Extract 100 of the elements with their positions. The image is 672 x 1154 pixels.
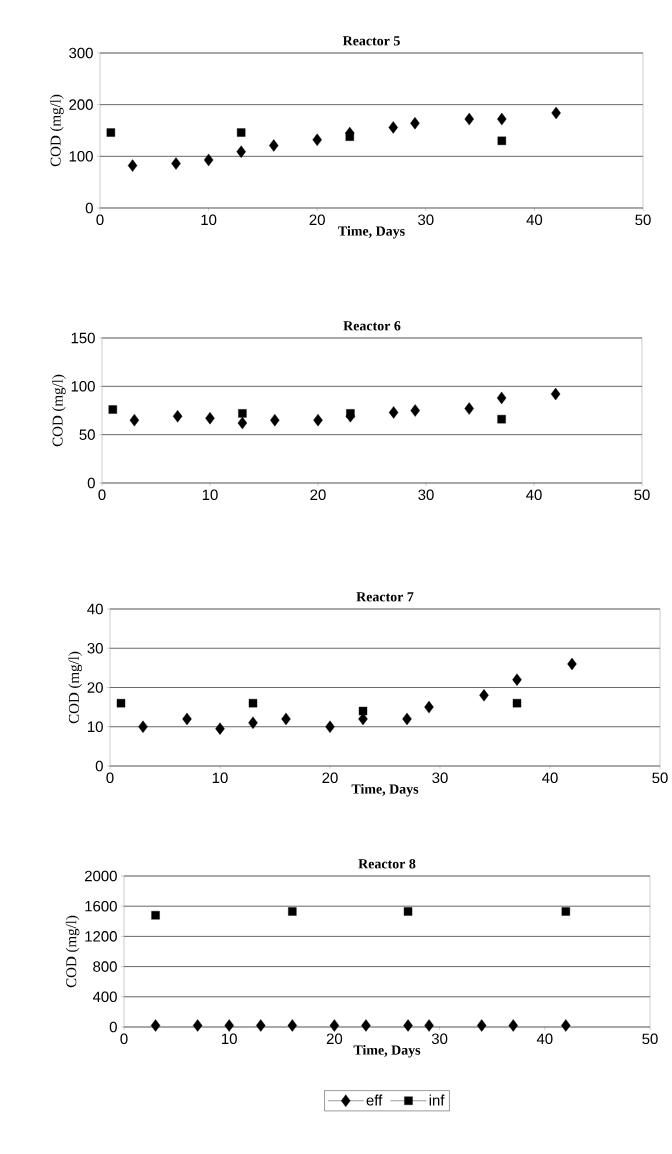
point [567, 657, 577, 671]
point [358, 706, 368, 716]
chart-title: Reactor 8 [358, 859, 416, 869]
point [248, 698, 258, 708]
y-tick-label: 40 [87, 603, 103, 615]
x-tick-label: 50 [634, 489, 650, 501]
point [345, 132, 354, 141]
point [203, 153, 214, 167]
point [129, 413, 140, 427]
point [512, 673, 522, 686]
point [215, 722, 225, 735]
y-tick-label: 20 [87, 682, 103, 693]
point [464, 402, 474, 415]
point [551, 106, 561, 120]
point [508, 1019, 518, 1032]
y-tick-label: 400 [92, 991, 117, 1003]
x-tick-label: 40 [542, 772, 558, 784]
x-tick-label: 50 [642, 1033, 658, 1045]
x-tick-label: 0 [120, 1033, 128, 1045]
point [403, 1019, 413, 1032]
point [496, 391, 507, 405]
x-tick-label: 20 [326, 1033, 343, 1045]
point [270, 413, 280, 427]
x-tick-label: 40 [536, 1033, 553, 1045]
legend-label: eff [366, 1094, 383, 1106]
y-tick-label: 300 [69, 47, 93, 59]
y-tick-label: 0 [87, 477, 95, 489]
point [288, 907, 297, 916]
y-tick-label: 2000 [84, 870, 117, 882]
x-tick-label: 10 [202, 489, 218, 501]
x-tick-label: 10 [222, 1033, 237, 1045]
point [497, 136, 507, 146]
point [325, 720, 335, 733]
point [497, 112, 507, 126]
x-tick-label: 50 [652, 772, 668, 784]
point [205, 412, 215, 425]
point [106, 128, 116, 137]
x-axis-title: Time, Days [353, 1044, 421, 1058]
point [287, 1019, 298, 1032]
x-tick-label: 20 [310, 489, 326, 501]
x-tick-label: 20 [322, 772, 338, 784]
point [497, 414, 506, 424]
x-tick-label: 30 [418, 489, 434, 501]
y-tick-label: 0 [95, 760, 103, 772]
point [151, 911, 160, 920]
point [236, 128, 246, 137]
chart-title: Reactor 6 [343, 321, 401, 331]
y-axis-title: COD (mg/l) [68, 651, 83, 724]
point [402, 712, 412, 726]
point [171, 157, 181, 170]
point [269, 139, 279, 152]
point [248, 716, 258, 730]
point [238, 409, 247, 418]
chart-title: Reactor 5 [342, 36, 400, 46]
x-axis-title: Time, Days [351, 783, 419, 797]
point [329, 1019, 340, 1032]
y-tick-label: 1600 [85, 900, 117, 912]
y-tick-label: 30 [87, 642, 103, 654]
y-tick-label: 10 [88, 721, 103, 733]
x-axis-title: Time, Days [338, 225, 405, 239]
point [512, 698, 522, 708]
y-tick-label: 0 [109, 1021, 117, 1033]
point [388, 121, 398, 134]
y-tick-label: 0 [85, 202, 93, 214]
y-tick-label: 1200 [85, 931, 117, 942]
point [127, 159, 138, 172]
point [256, 1019, 266, 1032]
y-tick-label: 50 [79, 429, 95, 440]
x-tick-label: 50 [635, 214, 651, 226]
point [561, 1019, 571, 1032]
y-tick-label: 100 [71, 381, 95, 392]
point [236, 145, 246, 158]
y-axis-title: COD (mg/l) [65, 915, 80, 988]
point [281, 712, 291, 726]
point [313, 413, 323, 427]
x-tick-label: 20 [309, 214, 325, 226]
x-tick-label: 30 [418, 214, 434, 226]
point [410, 117, 420, 130]
x-tick-label: 30 [431, 1033, 448, 1045]
point [150, 1019, 161, 1032]
point [138, 720, 148, 733]
y-tick-label: 200 [69, 99, 93, 110]
point [410, 404, 420, 417]
point [116, 698, 126, 708]
point [346, 409, 355, 418]
x-tick-label: 30 [432, 772, 448, 784]
legend-label: inf [429, 1094, 445, 1106]
point [312, 133, 322, 146]
point [561, 907, 571, 916]
point [182, 712, 192, 726]
point [237, 416, 248, 430]
point [403, 907, 413, 916]
x-tick-label: 10 [212, 772, 228, 784]
point [172, 410, 183, 423]
point [192, 1019, 203, 1032]
point [464, 112, 474, 126]
y-tick-label: 100 [69, 151, 93, 162]
point [388, 406, 399, 419]
point [224, 1019, 234, 1032]
point [424, 1019, 434, 1032]
